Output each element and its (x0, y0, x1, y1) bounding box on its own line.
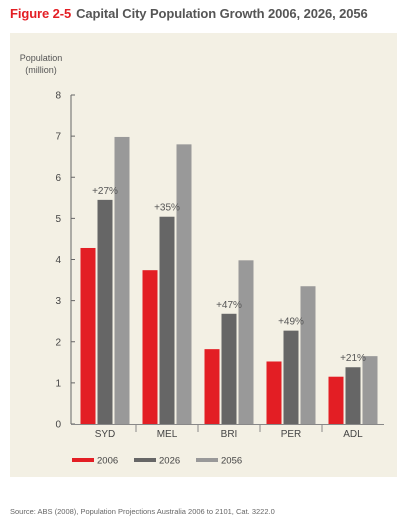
y-tick-label: 7 (55, 132, 61, 143)
bar-adl-2006 (328, 376, 344, 424)
bar-syd-2056 (114, 136, 130, 424)
x-category-label: PER (281, 429, 302, 440)
bar-adl-2056 (362, 356, 378, 424)
bar-adl-2026 (345, 367, 361, 424)
figure-title: Figure 2-5 Capital City Population Growth… (10, 6, 368, 21)
x-category-label: SYD (95, 429, 116, 440)
bar-bri-2006 (204, 349, 220, 424)
y-tick-label: 0 (55, 420, 61, 431)
figure-title-text: Capital City Population Growth 2006, 202… (76, 6, 368, 21)
legend-swatch-2026 (134, 458, 156, 462)
x-category-label: MEL (157, 429, 178, 440)
growth-annotation: +21% (340, 353, 366, 364)
y-tick-label: 8 (55, 91, 61, 102)
bar-per-2056 (300, 286, 316, 424)
bar-per-2026 (283, 330, 299, 424)
bar-per-2006 (266, 361, 282, 424)
bar-mel-2056 (176, 144, 192, 424)
bar-bri-2026 (221, 313, 237, 424)
legend-label: 2026 (159, 456, 180, 467)
growth-annotation: +49% (278, 317, 304, 328)
legend-label: 2006 (97, 456, 118, 467)
y-tick-label: 4 (55, 255, 61, 266)
y-tick-label: 3 (55, 296, 61, 307)
source-note: Source: ABS (2008), Population Projectio… (10, 507, 275, 516)
legend-label: 2056 (221, 456, 242, 467)
bar-bri-2056 (238, 260, 254, 424)
growth-annotation: +47% (216, 300, 242, 311)
y-tick-label: 1 (55, 378, 61, 389)
y-tick-label: 6 (55, 173, 61, 184)
y-axis-label-line: (million) (25, 65, 57, 75)
legend-swatch-2056 (196, 458, 218, 462)
x-category-label: BRI (221, 429, 238, 440)
bar-syd-2006 (80, 247, 96, 424)
bar-mel-2006 (142, 270, 158, 424)
x-category-label: ADL (343, 429, 363, 440)
y-tick-label: 2 (55, 337, 61, 348)
growth-annotation: +35% (154, 203, 180, 214)
bar-mel-2026 (159, 216, 175, 424)
chart-panel: Population (million) 0 1 2 3 4 5 6 7 8 +27% SYD +35% M… (10, 33, 397, 477)
y-tick-label: 5 (55, 214, 61, 225)
bar-chart: Population (million) 0 1 2 3 4 5 6 7 8 +27% SYD +35% M… (20, 53, 384, 467)
figure-number: Figure 2-5 (10, 6, 72, 21)
y-axis-label-line: Population (20, 53, 63, 63)
bar-syd-2026 (97, 199, 113, 424)
growth-annotation: +27% (92, 186, 118, 197)
legend-swatch-2006 (72, 458, 94, 462)
